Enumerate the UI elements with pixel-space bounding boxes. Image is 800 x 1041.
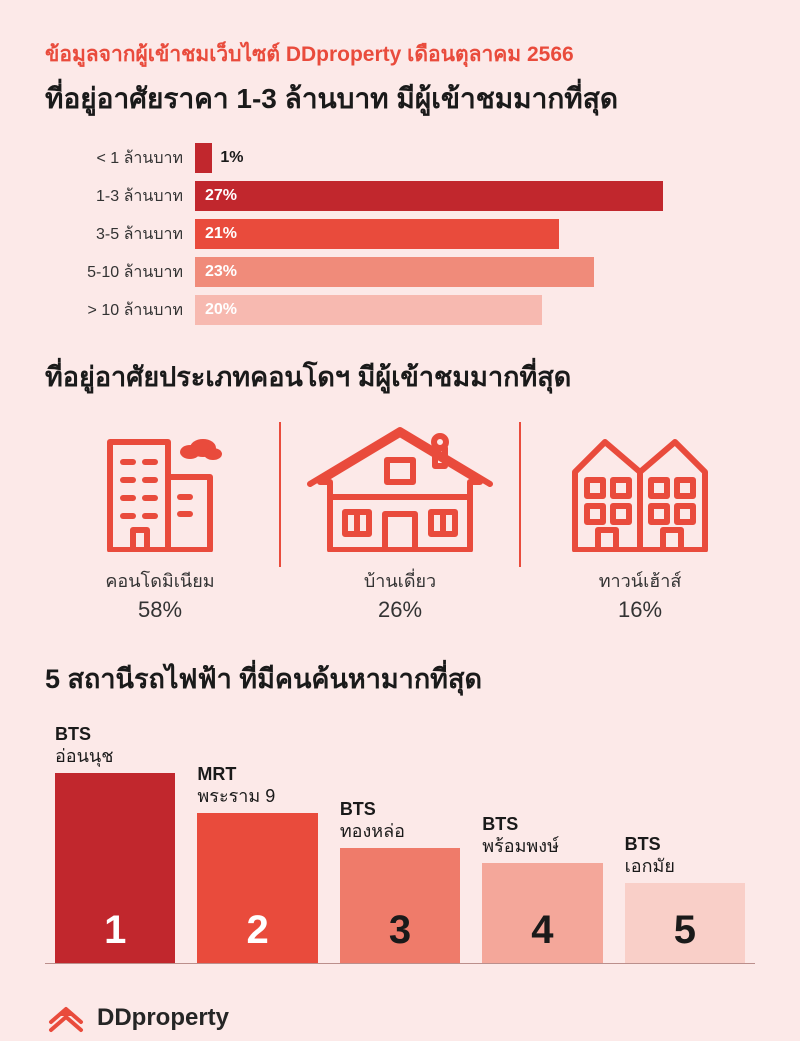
- hbar-fill: 23%: [195, 257, 594, 287]
- hbar-fill: [195, 143, 212, 173]
- property-type-cell: คอนโดมิเนียม58%: [45, 422, 275, 623]
- header-part-b: DDproperty: [286, 43, 402, 66]
- hbar-label: 3-5 ล้านบาท: [80, 222, 195, 247]
- hbar-label: 5-10 ล้านบาท: [80, 260, 195, 285]
- condo-icon: [55, 422, 265, 552]
- station-col: BTSอ่อนนุช 1: [55, 724, 175, 963]
- property-type-cell: บ้านเดี่ยว26%: [285, 422, 515, 623]
- property-type-pct: 16%: [535, 597, 745, 623]
- hbar-row: > 10 ล้านบาท20%: [80, 295, 755, 325]
- property-type-cell: ทาวน์เฮ้าส์16%: [525, 422, 755, 623]
- hbar-row: 1-3 ล้านบาท27%: [80, 181, 755, 211]
- headline-c: มีผู้เข้าชมมากที่สุด: [389, 83, 618, 114]
- hbar-fill: 20%: [195, 295, 542, 325]
- station-bar: 3: [340, 848, 460, 963]
- property-type-pct: 58%: [55, 597, 265, 623]
- header-headline: ที่อยู่อาศัยราคา 1-3 ล้านบาท มีผู้เข้าชม…: [45, 77, 755, 121]
- house-icon: [295, 422, 505, 552]
- station-label: BTSทองหล่อ: [340, 799, 460, 842]
- hbar-row: 5-10 ล้านบาท23%: [80, 257, 755, 287]
- station-label: BTSพร้อมพงษ์: [482, 814, 602, 857]
- station-line: BTS: [482, 814, 602, 836]
- divider: [279, 422, 281, 567]
- station-name: ทองหล่อ: [340, 821, 460, 843]
- header-part-c: เดือนตุลาคม 2566: [401, 43, 573, 66]
- station-bar: 5: [625, 883, 745, 963]
- hbar-track: 20%: [195, 295, 755, 325]
- station-label: MRTพระราม 9: [197, 764, 317, 807]
- station-bar: 1: [55, 773, 175, 963]
- property-type-name: คอนโดมิเนียม: [55, 566, 265, 595]
- station-bar: 2: [197, 813, 317, 963]
- station-line: BTS: [340, 799, 460, 821]
- station-name: อ่อนนุช: [55, 746, 175, 768]
- hbar-value: 1%: [220, 143, 243, 173]
- property-type-heading: ที่อยู่อาศัยประเภทคอนโดฯ มีผู้เข้าชมมากท…: [45, 355, 755, 398]
- station-col: MRTพระราม 9 2: [197, 764, 317, 963]
- station-name: พร้อมพงษ์: [482, 836, 602, 858]
- hbar-track: 23%: [195, 257, 755, 287]
- property-type-name: ทาวน์เฮ้าส์: [535, 566, 745, 595]
- header-part-a: ข้อมูลจากผู้เข้าชมเว็บไซต์: [45, 43, 286, 66]
- headline-a: ที่อยู่อาศัยราคา: [45, 83, 236, 114]
- station-name: พระราม 9: [197, 786, 317, 808]
- station-line: MRT: [197, 764, 317, 786]
- station-col: BTSพร้อมพงษ์ 4: [482, 814, 602, 963]
- stations-heading: 5 สถานีรถไฟฟ้า ที่มีคนค้นหามากที่สุด: [45, 657, 755, 700]
- station-col: BTSทองหล่อ 3: [340, 799, 460, 963]
- hbar-fill: 27%: [195, 181, 663, 211]
- divider: [519, 422, 521, 567]
- property-type-row: คอนโดมิเนียม58% บ้านเดี่ยว26%: [45, 422, 755, 623]
- footer-brand: DDproperty: [97, 1004, 229, 1032]
- station-label: BTSอ่อนนุช: [55, 724, 175, 767]
- hbar-track: 27%: [195, 181, 755, 211]
- logo-icon: [45, 994, 87, 1041]
- stations-chart: BTSอ่อนนุช1MRTพระราม 92BTSทองหล่อ3BTSพร้…: [45, 724, 755, 964]
- hbar-row: 3-5 ล้านบาท21%: [80, 219, 755, 249]
- header-source: ข้อมูลจากผู้เข้าชมเว็บไซต์ DDproperty เด…: [45, 38, 755, 71]
- station-name: เอกมัย: [625, 856, 745, 878]
- station-col: BTSเอกมัย 5: [625, 834, 745, 963]
- headline-b: 1-3 ล้านบาท: [236, 83, 388, 114]
- station-label: BTSเอกมัย: [625, 834, 745, 877]
- footer: DDproperty: [45, 994, 755, 1041]
- hbar-row: < 1 ล้านบาท 1%: [80, 143, 755, 173]
- property-type-pct: 26%: [295, 597, 505, 623]
- hbar-track: 21%: [195, 219, 755, 249]
- hbar-label: 1-3 ล้านบาท: [80, 184, 195, 209]
- hbar-track: 1%: [195, 143, 755, 173]
- station-bar: 4: [482, 863, 602, 963]
- hbar-label: > 10 ล้านบาท: [80, 298, 195, 323]
- hbar-label: < 1 ล้านบาท: [80, 146, 195, 171]
- townhouse-icon: [535, 422, 745, 552]
- station-line: BTS: [625, 834, 745, 856]
- price-range-chart: < 1 ล้านบาท1%1-3 ล้านบาท27%3-5 ล้านบาท21…: [80, 143, 755, 325]
- station-line: BTS: [55, 724, 175, 746]
- property-type-name: บ้านเดี่ยว: [295, 566, 505, 595]
- hbar-fill: 21%: [195, 219, 559, 249]
